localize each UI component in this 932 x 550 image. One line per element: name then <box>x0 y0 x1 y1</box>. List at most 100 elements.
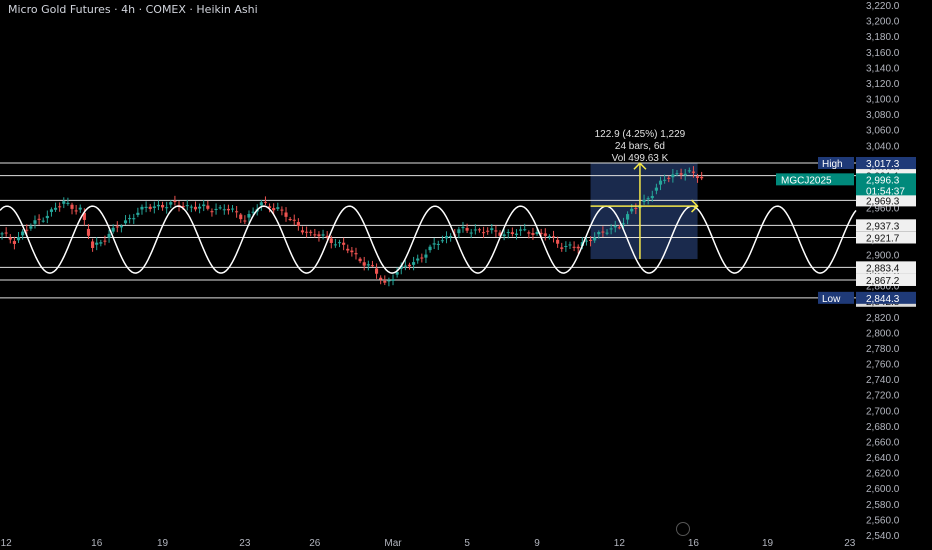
candle-body <box>551 236 556 238</box>
y-tick-label: 2,760.0 <box>866 360 900 371</box>
candle-body <box>424 254 428 258</box>
candle-body <box>235 211 239 213</box>
candle-body <box>576 246 580 249</box>
candle-body <box>658 180 663 185</box>
measure-arrow-head-right <box>691 199 699 213</box>
countdown-label: 01:54:37 <box>866 186 905 197</box>
y-tick-label: 3,160.0 <box>866 48 900 59</box>
x-tick-label: 26 <box>309 538 321 549</box>
candle-body <box>41 220 45 222</box>
candle-body <box>428 246 432 251</box>
y-tick-label: 2,700.0 <box>866 406 900 417</box>
candle-body <box>21 231 25 236</box>
y-tick-label: 3,040.0 <box>866 141 900 152</box>
candle-body <box>354 253 358 255</box>
candle-body <box>432 243 436 245</box>
candle-body <box>218 207 222 209</box>
y-tick-label: 2,780.0 <box>866 344 900 355</box>
candle-body <box>329 238 333 243</box>
chart-title: Micro Gold Futures · 4h · COMEX · Heikin… <box>8 3 258 16</box>
symbol-tag: MGCJ2025 <box>781 175 832 186</box>
candle-body <box>49 209 54 212</box>
candle-body <box>263 201 268 203</box>
y-tick-label: 2,620.0 <box>866 469 900 480</box>
candle-body <box>37 218 41 220</box>
candle-body <box>605 232 609 234</box>
candle-body <box>642 200 646 202</box>
candle-body <box>626 214 630 220</box>
current-price-label: 2,996.3 <box>866 175 900 186</box>
candle-body <box>617 227 621 229</box>
candle-body <box>588 239 593 241</box>
candle-body <box>568 244 572 246</box>
candle-body <box>226 208 230 211</box>
x-tick-label: 23 <box>844 538 856 549</box>
candle-body <box>136 212 140 215</box>
candle-body <box>634 207 638 209</box>
candle-body <box>247 214 251 218</box>
candle-body <box>621 223 626 225</box>
candle-body <box>230 208 235 210</box>
price-level-labels: 3,016.82,842.82,876.03,017.3High3,001.12… <box>776 156 916 308</box>
candle-body <box>342 242 346 245</box>
y-tick-label: 2,960.0 <box>866 204 900 215</box>
candle-body <box>412 262 416 265</box>
candle-body <box>251 211 255 213</box>
candle-body <box>58 206 62 208</box>
candle-body <box>593 237 597 241</box>
candle-body <box>276 207 280 209</box>
x-tick-label: 5 <box>464 538 470 549</box>
candle-body <box>358 258 362 262</box>
current-price-bg <box>856 173 916 196</box>
x-tick-label: 12 <box>1 538 13 549</box>
candle-body <box>160 204 165 208</box>
x-tick-label: Mar <box>384 538 402 549</box>
candle-body <box>461 226 465 229</box>
candle-body <box>202 204 206 207</box>
price-level-value-bg <box>856 273 916 286</box>
candle-body <box>663 179 667 181</box>
candle-body <box>486 230 490 232</box>
candle-body <box>374 268 379 274</box>
candle-body <box>181 205 185 208</box>
price-level-tag-bg <box>818 156 854 169</box>
candle-body <box>148 206 152 209</box>
candle-body <box>671 174 675 178</box>
x-tick-label: 9 <box>534 538 540 549</box>
y-tick-label: 2,820.0 <box>866 313 900 324</box>
candle-body <box>8 237 12 240</box>
measure-change-label: 122.9 (4.25%) 1,229 <box>595 129 686 140</box>
candle-body <box>280 209 284 211</box>
candle-body <box>239 214 243 220</box>
y-tick-label: 3,080.0 <box>866 110 900 121</box>
candle-body <box>457 229 461 234</box>
price-level-value-bg <box>856 194 916 207</box>
candle-body <box>91 241 95 248</box>
candle-body <box>189 206 193 208</box>
candle-body <box>654 187 658 191</box>
measure-arrow-head-up <box>633 162 647 170</box>
measure-volume-label: Vol 499.63 K <box>612 153 669 164</box>
candle-body <box>214 208 218 210</box>
candle-body <box>78 207 82 210</box>
price-level-lines <box>0 162 856 299</box>
candle-body <box>494 230 498 232</box>
candle-body <box>173 201 177 203</box>
symbol-tag-bg <box>776 173 854 186</box>
candle-body <box>140 206 144 210</box>
candle-body <box>333 244 337 246</box>
candle-body <box>123 220 128 224</box>
price-level-tag: High <box>822 159 843 170</box>
candle-body <box>543 233 547 236</box>
axis-level-label: 3,016.8 <box>866 164 900 175</box>
candle-body <box>321 234 325 236</box>
candle-body <box>469 232 473 234</box>
candle-body <box>86 228 91 236</box>
candle-body <box>4 232 8 234</box>
lightning-icon[interactable] <box>676 522 690 536</box>
candle-body <box>630 208 634 212</box>
price-level-value-bg <box>856 156 916 169</box>
candle-body <box>222 209 226 211</box>
